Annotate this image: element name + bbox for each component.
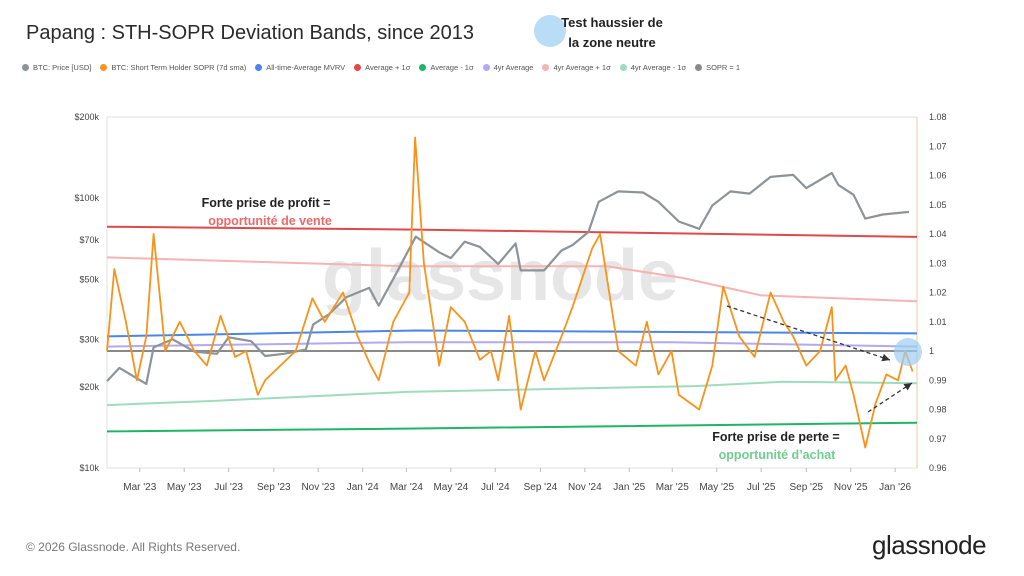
legend-item: SOPR = 1 [695, 63, 740, 72]
y-right-tick-label: 0.98 [929, 405, 947, 415]
downtrend-arrow [726, 305, 891, 362]
annotation-buy-title: Forte prise de perte = [712, 430, 839, 444]
x-tick-label: Mar '23 [123, 482, 156, 493]
series-line-1 [106, 136, 914, 449]
uptrend-arrow [867, 382, 913, 413]
annotation-sell-title: Forte prise de profit = [202, 196, 331, 210]
x-tick-label: May '23 [167, 482, 202, 493]
y-right-tick-label: 0.99 [929, 375, 947, 385]
series-line-4 [106, 421, 918, 433]
legend-item: 4yr Average - 1σ [619, 63, 687, 72]
legend-label: BTC: Price [USD] [33, 63, 92, 72]
legend-swatch [695, 64, 703, 71]
legend-item: All-time-Average MVRV [255, 63, 345, 72]
x-tick-label: Sep '24 [524, 482, 558, 493]
y-right-tick-label: 1.08 [929, 112, 947, 122]
y-right-tick-label: 1 [929, 346, 934, 356]
annotation-top-line2: la zone neutre [568, 35, 655, 50]
y-right-tick-label: 1.01 [929, 317, 947, 327]
series-line-3 [106, 225, 918, 238]
watermark: glassnode [322, 236, 678, 316]
highlight-circle-legend [534, 15, 566, 47]
series-line-6 [106, 256, 918, 303]
legend-swatch [100, 64, 108, 71]
copyright-text: © 2026 Glassnode. All Rights Reserved. [26, 540, 241, 554]
x-tick-label: Jan '24 [347, 482, 379, 493]
y-left-tick-label: $20k [79, 382, 99, 392]
legend-item: BTC: Price [USD] [22, 63, 91, 72]
y-left-tick-label: $100k [74, 193, 99, 203]
x-tick-label: Jan '26 [879, 482, 911, 493]
x-tick-label: Sep '25 [789, 482, 823, 493]
legend-label: Average - 1σ [430, 63, 474, 72]
legend-label: 4yr Average - 1σ [630, 63, 687, 72]
chart-title: Papang : STH-SOPR Deviation Bands, since… [26, 22, 475, 44]
y-right-tick-label: 1.02 [929, 288, 947, 298]
y-right-tick-label: 1.03 [929, 258, 947, 268]
legend-item: 4yr Average [482, 63, 534, 72]
legend-label: SOPR = 1 [706, 63, 741, 72]
y-right-tick-label: 1.04 [929, 229, 947, 239]
x-tick-label: May '24 [433, 482, 468, 493]
x-tick-label: Sep '23 [257, 482, 291, 493]
series-line-0 [106, 171, 910, 385]
series-line-7 [106, 380, 918, 407]
legend-label: Average + 1σ [365, 63, 411, 72]
series-line-2 [106, 329, 918, 338]
legend-swatch [22, 64, 29, 71]
legend-item: Average + 1σ [354, 63, 410, 72]
y-right-tick-label: 1.07 [929, 141, 947, 151]
legend-swatch [482, 64, 490, 71]
y-right-tick-label: 0.96 [929, 463, 947, 473]
y-left-tick-label: $30k [79, 334, 99, 344]
annotation-top-line1: Test haussier de [561, 15, 663, 30]
x-tick-label: Mar '25 [656, 482, 689, 493]
x-tick-label: Mar '24 [390, 482, 423, 493]
x-tick-label: Jul '23 [214, 482, 243, 493]
x-tick-label: Jul '25 [747, 482, 776, 493]
legend-swatch [419, 64, 427, 71]
legend-item: 4yr Average + 1σ [542, 63, 611, 72]
legend-swatch [619, 64, 627, 71]
annotation-sell-sub: opportunité de vente [208, 214, 332, 228]
legend-swatch [542, 64, 550, 71]
y-left-tick-label: $50k [79, 274, 99, 284]
y-right-tick-label: 1.05 [929, 200, 947, 210]
legend-item: Average - 1σ [419, 63, 474, 72]
legend-label: 4yr Average [493, 63, 534, 72]
x-tick-label: Jul '24 [481, 482, 510, 493]
y-left-tick-label: $70k [79, 235, 99, 245]
y-left-tick-label: $10k [79, 463, 99, 473]
legend-swatch [354, 64, 362, 71]
legend-label: BTC: Short Term Holder SOPR (7d sma) [111, 63, 247, 72]
legend-swatch [255, 64, 263, 71]
x-tick-label: May '25 [699, 482, 734, 493]
x-tick-label: Nov '23 [301, 482, 335, 493]
x-tick-label: Nov '25 [834, 482, 868, 493]
x-tick-label: Nov '24 [568, 482, 602, 493]
brand-logo: glassnode [872, 530, 987, 560]
legend-item: BTC: Short Term Holder SOPR (7d sma) [100, 63, 246, 72]
x-tick-label: Jan '25 [613, 482, 645, 493]
chart-legend: BTC: Price [USD] BTC: Short Term Holder S… [22, 63, 740, 72]
legend-label: 4yr Average + 1σ [553, 63, 611, 72]
series-line-5 [106, 341, 918, 348]
legend-label: All-time-Average MVRV [266, 63, 346, 72]
y-right-tick-label: 0.97 [929, 434, 947, 444]
y-left-tick-label: $200k [74, 112, 99, 122]
annotation-buy-sub: opportunité d’achat [719, 448, 837, 462]
highlight-circle-chart [894, 338, 922, 366]
y-right-tick-label: 1.06 [929, 171, 947, 181]
